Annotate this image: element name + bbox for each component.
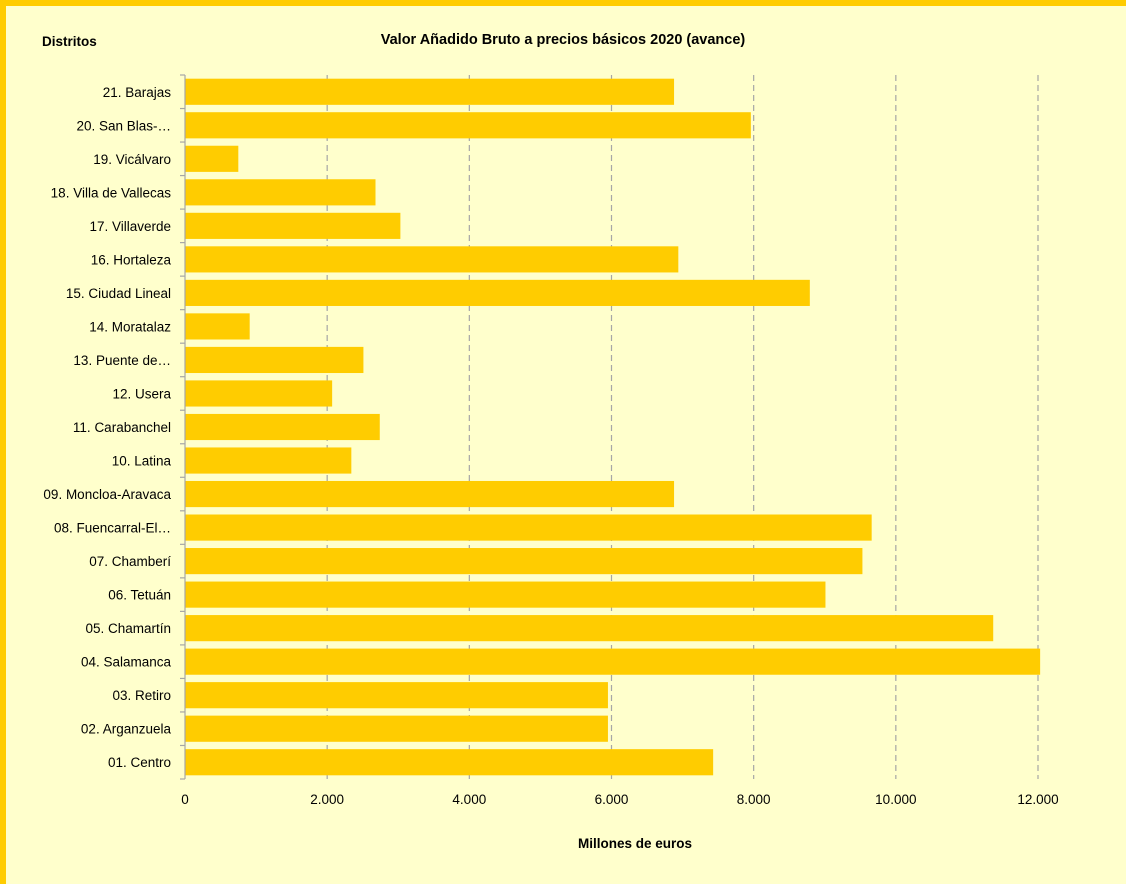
x-axis-title: Millones de euros (578, 836, 692, 851)
bar (185, 514, 872, 541)
category-label: 16. Hortaleza (91, 252, 172, 267)
category-label: 15. Ciudad Lineal (66, 286, 171, 301)
bar (185, 212, 401, 239)
x-tick-label: 8.000 (737, 792, 771, 807)
category-label: 18. Villa de Vallecas (51, 185, 172, 200)
category-label: 09. Moncloa-Aravaca (43, 487, 171, 502)
category-label: 04. Salamanca (81, 655, 172, 670)
bar (185, 581, 826, 608)
chart-title: Valor Añadido Bruto a precios básicos 20… (381, 32, 746, 48)
bar (185, 749, 714, 776)
bar (185, 480, 675, 508)
bar (185, 615, 994, 642)
category-label: 08. Fuencarral-El… (54, 521, 171, 536)
category-label: 20. San Blas-… (76, 118, 171, 133)
x-tick-label: 10.000 (875, 792, 916, 807)
category-label: 01. Centro (108, 755, 171, 770)
category-label: 13. Puente de… (73, 353, 171, 368)
category-label: 06. Tetuán (108, 588, 171, 603)
x-tick-label: 6.000 (595, 792, 629, 807)
category-label: 02. Arganzuela (81, 722, 172, 737)
category-label: 19. Vicálvaro (93, 152, 171, 167)
category-label: 21. Barajas (103, 85, 172, 100)
x-tick-label: 0 (181, 792, 189, 807)
category-label: 17. Villaverde (89, 219, 171, 234)
bar (185, 145, 239, 172)
x-tick-label: 4.000 (452, 792, 486, 807)
y-axis-title: Distritos (42, 34, 97, 49)
axes (180, 74, 186, 780)
category-label: 05. Chamartín (85, 621, 171, 636)
bar (185, 313, 250, 340)
bar (185, 413, 380, 441)
bar (185, 179, 376, 206)
bar (185, 112, 751, 139)
bar (185, 548, 863, 575)
bar (185, 279, 810, 306)
labels: 0 2.000 4.000 6.000 8.000 10.000 12.000 01. Cen… (43, 85, 1058, 807)
bar (185, 447, 352, 474)
bar (185, 246, 679, 273)
bars (185, 78, 1041, 776)
bar (185, 682, 608, 709)
bar (185, 648, 1041, 675)
x-tick-label: 2.000 (310, 792, 344, 807)
x-tick-label: 12.000 (1017, 792, 1058, 807)
category-label: 07. Chamberí (89, 554, 171, 569)
category-label: 11. Carabanchel (73, 420, 171, 435)
category-label: 12. Usera (112, 386, 171, 401)
bar (185, 380, 333, 407)
category-label: 10. Latina (112, 454, 172, 469)
category-label: 14. Moratalaz (89, 319, 171, 334)
bar (185, 78, 675, 105)
bar (185, 346, 364, 374)
bar (185, 715, 608, 742)
category-label: 03. Retiro (112, 688, 171, 703)
